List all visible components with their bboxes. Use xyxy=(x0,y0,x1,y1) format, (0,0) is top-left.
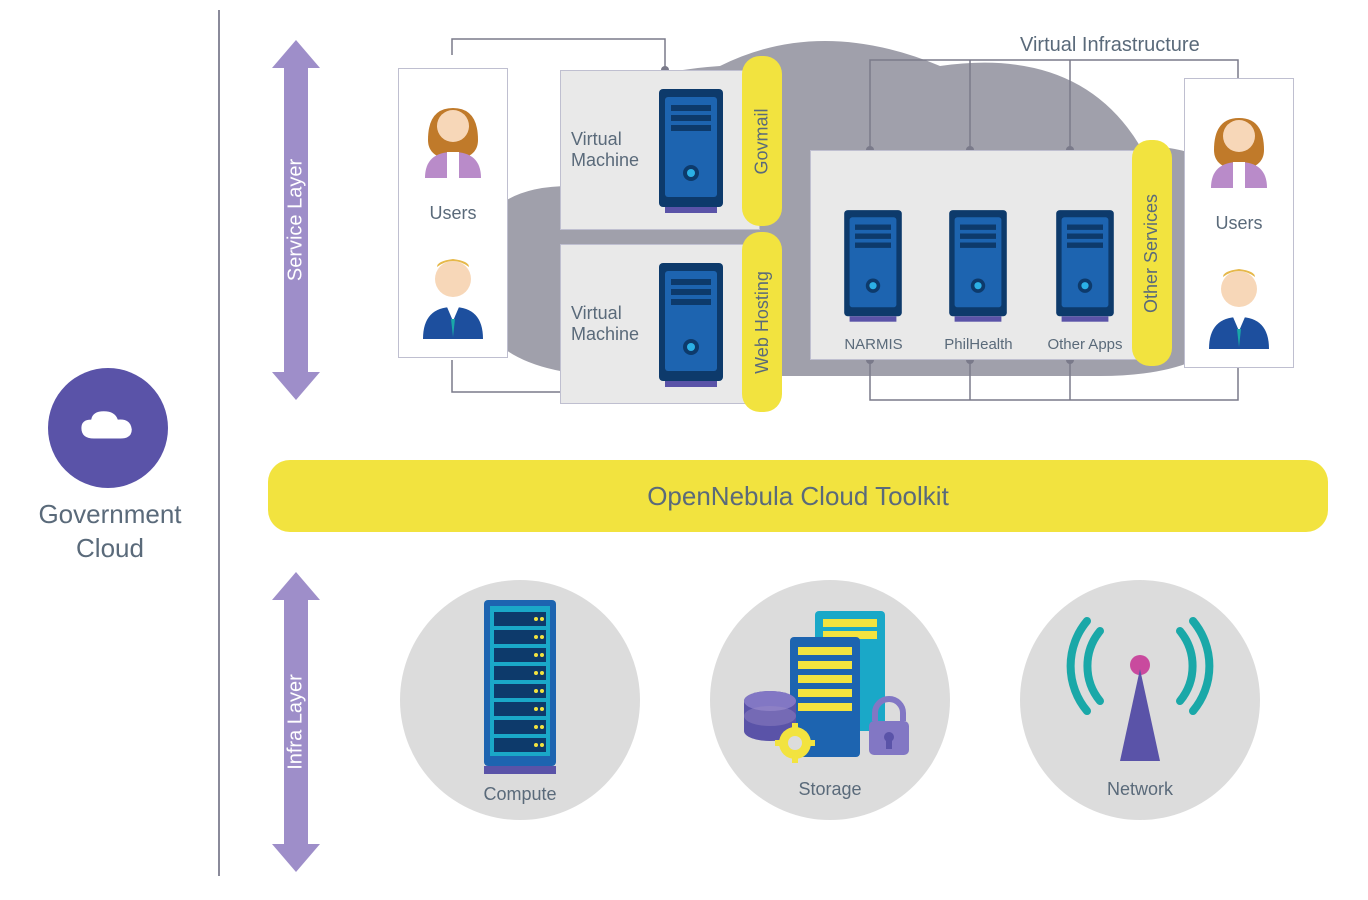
pill-otherservices: Other Services xyxy=(1132,140,1172,366)
brand-cloud-icon xyxy=(48,368,168,488)
user-male-icon xyxy=(1199,259,1279,349)
vm-label-2: Virtual Machine xyxy=(571,303,651,345)
pill-govmail-label: Govmail xyxy=(752,108,773,174)
network-antenna-icon xyxy=(1055,601,1225,771)
user-female-icon xyxy=(413,88,493,178)
service-layer-label: Service Layer xyxy=(285,159,308,281)
vm-label-1: Virtual Machine xyxy=(571,129,651,171)
infra-network: Network xyxy=(1020,580,1260,820)
toolkit-label: OpenNebula Cloud Toolkit xyxy=(647,481,949,512)
users-right-label: Users xyxy=(1184,213,1294,234)
vm-box-2: Virtual Machine xyxy=(560,244,760,404)
infra-network-label: Network xyxy=(1107,779,1173,800)
server-icon xyxy=(651,85,731,215)
services-box: NARMIS PhilHealth Other Apps xyxy=(810,150,1150,360)
vertical-divider xyxy=(218,10,220,876)
compute-rack-icon xyxy=(470,596,570,776)
cloud-icon xyxy=(73,403,143,453)
pill-webhosting: Web Hosting xyxy=(742,232,782,412)
virtual-infrastructure-label: Virtual Infrastructure xyxy=(1020,34,1200,57)
toolkit-bar: OpenNebula Cloud Toolkit xyxy=(268,460,1328,532)
service-label-narmis: NARMIS xyxy=(844,336,902,353)
infra-layer-label: Infra Layer xyxy=(285,674,308,770)
service-label-otherapps: Other Apps xyxy=(1047,336,1122,353)
infra-layer-arrow: Infra Layer xyxy=(272,572,320,872)
user-male-icon xyxy=(413,249,493,339)
users-left-box: Users xyxy=(398,68,508,358)
vm-box-1: Virtual Machine xyxy=(560,70,760,230)
service-item-narmis: NARMIS xyxy=(837,200,909,353)
user-female-icon xyxy=(1199,98,1279,188)
pill-otherservices-label: Other Services xyxy=(1142,193,1163,312)
server-icon xyxy=(651,259,731,389)
service-item-philhealth: PhilHealth xyxy=(942,200,1014,353)
storage-icon xyxy=(735,601,925,771)
server-icon xyxy=(1049,200,1121,330)
server-icon xyxy=(942,200,1014,330)
infra-storage-label: Storage xyxy=(798,779,861,800)
pill-webhosting-label: Web Hosting xyxy=(752,271,773,374)
service-item-otherapps: Other Apps xyxy=(1047,200,1122,353)
brand-title: Government Cloud xyxy=(20,498,200,566)
infra-compute-label: Compute xyxy=(483,784,556,805)
infra-compute: Compute xyxy=(400,580,640,820)
users-right-box: Users xyxy=(1184,78,1294,368)
pill-govmail: Govmail xyxy=(742,56,782,226)
infra-storage: Storage xyxy=(710,580,950,820)
service-layer-arrow: Service Layer xyxy=(272,40,320,400)
service-label-philhealth: PhilHealth xyxy=(944,336,1012,353)
users-left-label: Users xyxy=(398,203,508,224)
server-icon xyxy=(837,200,909,330)
